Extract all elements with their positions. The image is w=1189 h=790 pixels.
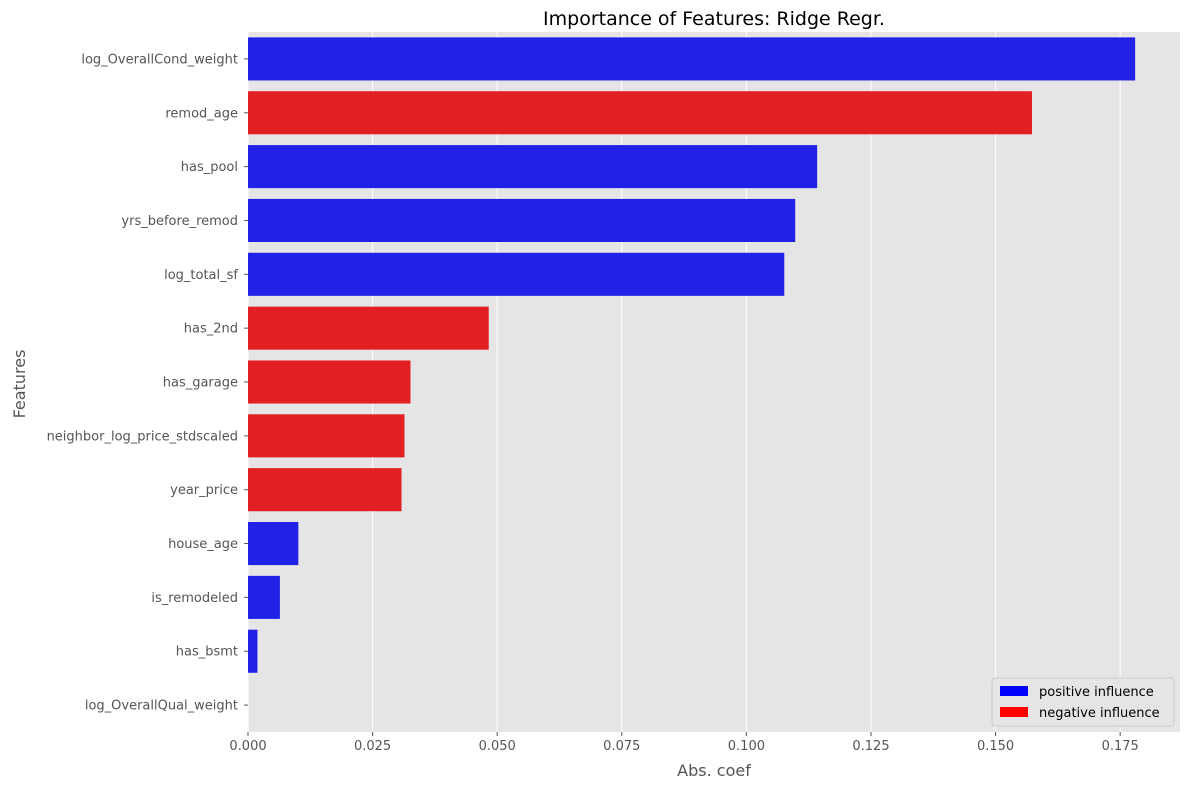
y-axis-labels: log_OverallCond_weight remod_age has_pooly… [47, 52, 248, 714]
y-category-label: neighbor_log_price_stdscaled [47, 429, 238, 444]
y-category-label: has_pool [181, 160, 238, 175]
legend-swatch-negative [1000, 707, 1028, 717]
y-category-label: log_total_sf [164, 268, 238, 283]
y-category-label: log_OverallCond_weight [81, 52, 238, 67]
bar-is_remodeled [248, 575, 280, 619]
y-category-label: is_remodeled [151, 591, 238, 606]
y-category-label: house_age [168, 537, 238, 552]
y-category-label: log_OverallQual_weight [85, 699, 238, 714]
x-tick-label: 0.150 [977, 739, 1014, 754]
bar-has_garage [248, 360, 411, 404]
bar-log_OverallCond_weight [248, 37, 1136, 81]
legend-label-negative: negative influence [1039, 706, 1160, 721]
x-axis-ticks: 0.000 0.025 0.050 0.075 0.100 0.125 0.150 0.175 [229, 732, 1139, 754]
bar-remod_age [248, 91, 1032, 135]
y-category-label: yrs_before_remod [121, 214, 238, 229]
bar-neighbor_log_price_stdscaled [248, 414, 405, 458]
x-tick-label: 0.100 [728, 739, 765, 754]
x-tick-label: 0.175 [1102, 739, 1139, 754]
y-category-label: remod_age [165, 106, 238, 121]
x-axis-title: Abs. coef [677, 761, 751, 780]
y-category-label: has_garage [163, 376, 238, 391]
legend-label-positive: positive influence [1039, 685, 1154, 700]
x-tick-label: 0.125 [852, 739, 889, 754]
bar-house_age [248, 522, 299, 566]
x-tick-label: 0.000 [229, 739, 266, 754]
bar-yrs_before_remod [248, 198, 796, 242]
bar-has_2nd [248, 306, 489, 350]
y-category-label: year_price [170, 483, 238, 498]
bar-log_total_sf [248, 252, 785, 296]
legend-box [991, 677, 1175, 727]
x-tick-label: 0.075 [603, 739, 640, 754]
x-tick-label: 0.050 [479, 739, 516, 754]
y-category-label: has_bsmt [176, 645, 238, 660]
y-axis-title: Features [10, 350, 29, 419]
legend: positive influence negative influence [991, 677, 1175, 727]
legend-swatch-positive [1000, 686, 1028, 696]
chart-title: Importance of Features: Ridge Regr. [543, 8, 885, 30]
y-category-label: has_2nd [184, 322, 238, 337]
bar-year_price [248, 468, 402, 512]
bar-has_bsmt [248, 629, 258, 673]
bar-has_pool [248, 145, 818, 189]
bars [248, 37, 1136, 673]
x-tick-label: 0.025 [354, 739, 391, 754]
